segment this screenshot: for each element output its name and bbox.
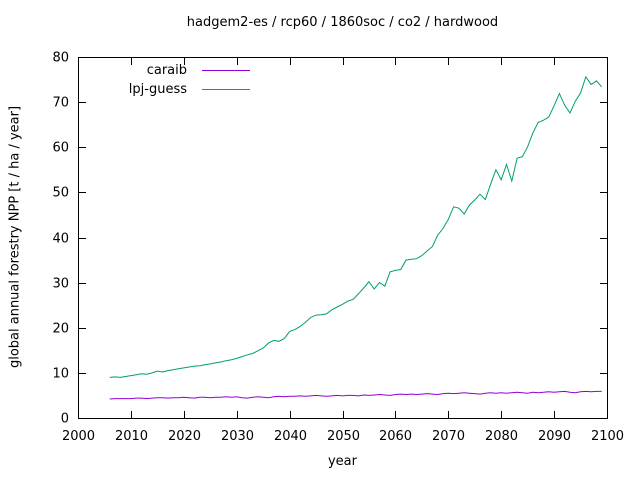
x-tick-label: 2060 bbox=[379, 429, 412, 444]
y-tick-label: 70 bbox=[52, 96, 69, 111]
chart-title: hadgem2-es / rcp60 / 1860soc / co2 / har… bbox=[186, 15, 499, 30]
legend-line-sample bbox=[202, 89, 250, 90]
x-tick-label: 2050 bbox=[327, 429, 360, 444]
y-tick-label: 60 bbox=[52, 141, 69, 156]
x-tick-label: 2000 bbox=[62, 429, 95, 444]
legend-label: lpj-guess bbox=[128, 82, 187, 97]
x-tick-label: 2030 bbox=[221, 429, 254, 444]
y-tick-label: 20 bbox=[52, 322, 69, 337]
legend-line-sample bbox=[202, 70, 250, 71]
x-tick-label: 2070 bbox=[432, 429, 465, 444]
y-tick-label: 0 bbox=[61, 412, 69, 427]
legend-label: caraib bbox=[146, 63, 187, 78]
x-tick-label: 2080 bbox=[485, 429, 518, 444]
x-tick-label: 2090 bbox=[538, 429, 571, 444]
y-tick-label: 40 bbox=[52, 232, 69, 247]
x-tick-label: 2020 bbox=[168, 429, 201, 444]
y-tick-label: 30 bbox=[52, 277, 69, 292]
legend: caraib lpj-guess bbox=[108, 61, 250, 99]
y-tick-label: 50 bbox=[52, 186, 69, 201]
x-axis-label: year bbox=[327, 454, 357, 469]
y-tick-label: 80 bbox=[52, 51, 69, 66]
x-tick-label: 2100 bbox=[591, 429, 624, 444]
x-tick-label: 2040 bbox=[274, 429, 307, 444]
series-line-caraib bbox=[109, 390, 602, 400]
legend-item-lpj-guess: lpj-guess bbox=[108, 80, 250, 99]
x-tick-label: 2010 bbox=[115, 429, 148, 444]
plot-border bbox=[78, 57, 608, 419]
legend-item-caraib: caraib bbox=[108, 61, 250, 80]
series-line-lpj-guess bbox=[109, 75, 603, 378]
y-tick-label: 10 bbox=[52, 367, 69, 382]
